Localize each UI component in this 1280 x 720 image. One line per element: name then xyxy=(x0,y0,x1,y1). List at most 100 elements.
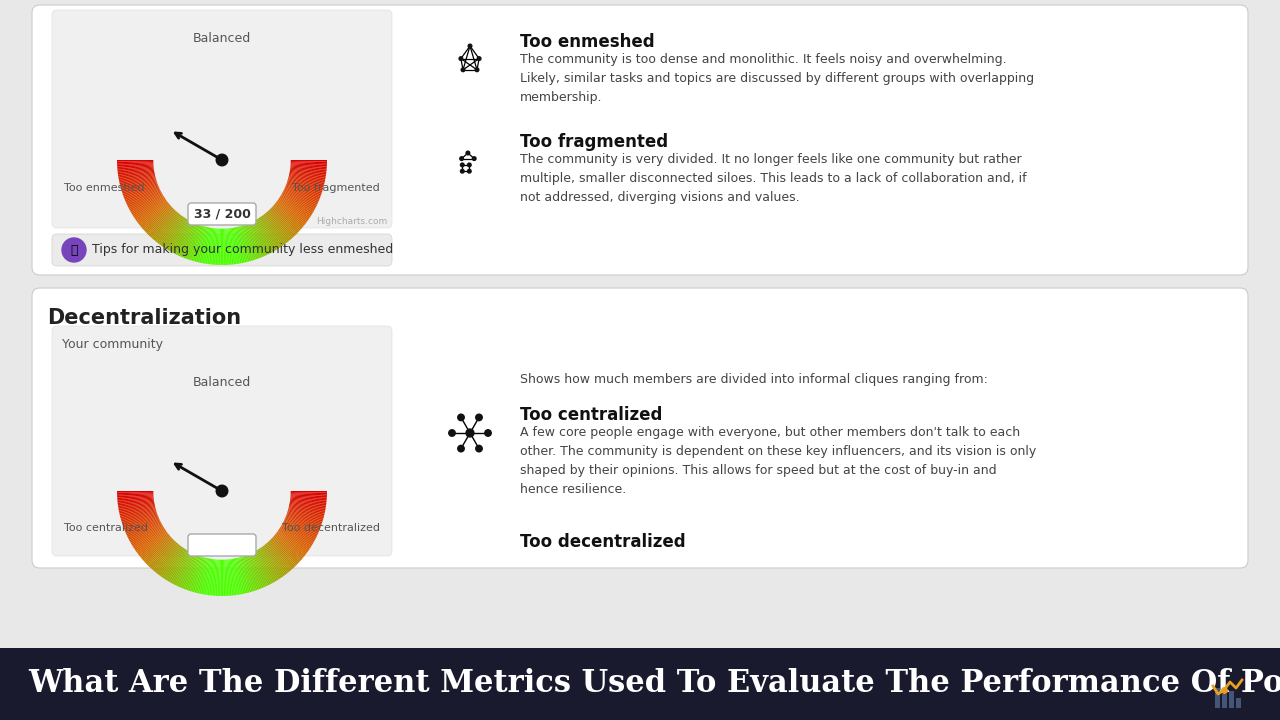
Wedge shape xyxy=(160,215,183,246)
Wedge shape xyxy=(128,190,161,207)
Wedge shape xyxy=(155,212,179,242)
Wedge shape xyxy=(246,223,261,258)
Wedge shape xyxy=(120,177,156,188)
Wedge shape xyxy=(260,215,283,247)
Wedge shape xyxy=(289,166,326,170)
FancyBboxPatch shape xyxy=(188,203,256,225)
Wedge shape xyxy=(168,549,187,581)
Wedge shape xyxy=(150,541,177,569)
Wedge shape xyxy=(265,212,289,242)
Wedge shape xyxy=(278,529,308,552)
Wedge shape xyxy=(116,494,154,498)
Wedge shape xyxy=(244,555,257,590)
Wedge shape xyxy=(191,556,204,592)
Wedge shape xyxy=(289,168,326,173)
Wedge shape xyxy=(148,540,175,567)
Wedge shape xyxy=(288,175,324,184)
Wedge shape xyxy=(221,559,224,596)
Wedge shape xyxy=(219,228,221,265)
Wedge shape xyxy=(289,171,325,178)
Wedge shape xyxy=(282,523,315,541)
Wedge shape xyxy=(127,189,161,206)
Wedge shape xyxy=(274,534,303,558)
Wedge shape xyxy=(237,226,247,263)
Wedge shape xyxy=(154,543,179,572)
Wedge shape xyxy=(150,210,177,238)
Wedge shape xyxy=(118,168,155,175)
Circle shape xyxy=(216,485,228,497)
Wedge shape xyxy=(123,182,157,196)
Wedge shape xyxy=(124,184,159,199)
Wedge shape xyxy=(191,225,204,261)
Wedge shape xyxy=(269,539,296,567)
Wedge shape xyxy=(134,197,165,219)
Text: A few core people engage with everyone, but other members don't talk to each
oth: A few core people engage with everyone, … xyxy=(520,426,1037,496)
Wedge shape xyxy=(289,171,325,180)
Wedge shape xyxy=(193,225,204,261)
Wedge shape xyxy=(140,533,169,557)
Wedge shape xyxy=(119,505,156,514)
Wedge shape xyxy=(285,183,321,197)
Wedge shape xyxy=(268,541,294,569)
Wedge shape xyxy=(157,545,182,575)
Circle shape xyxy=(61,238,86,262)
Wedge shape xyxy=(274,203,303,228)
Bar xyxy=(1236,698,1242,708)
Wedge shape xyxy=(268,210,294,238)
Wedge shape xyxy=(129,523,163,541)
Wedge shape xyxy=(195,225,205,261)
FancyBboxPatch shape xyxy=(52,326,392,556)
Wedge shape xyxy=(251,221,269,255)
Circle shape xyxy=(476,446,483,452)
Wedge shape xyxy=(188,225,201,260)
Text: The community is too dense and monolithic. It feels noisy and overwhelming.
Like: The community is too dense and monolithi… xyxy=(520,53,1034,104)
Wedge shape xyxy=(275,532,306,555)
Wedge shape xyxy=(280,526,312,546)
Wedge shape xyxy=(197,226,207,263)
Wedge shape xyxy=(273,536,301,562)
Wedge shape xyxy=(275,201,306,225)
Wedge shape xyxy=(223,559,225,596)
Wedge shape xyxy=(289,494,326,498)
Wedge shape xyxy=(228,228,232,265)
Wedge shape xyxy=(244,554,259,590)
Wedge shape xyxy=(230,228,237,264)
Wedge shape xyxy=(151,541,177,570)
Wedge shape xyxy=(236,557,244,594)
Wedge shape xyxy=(120,176,156,186)
Wedge shape xyxy=(184,224,198,258)
Wedge shape xyxy=(238,226,248,262)
Wedge shape xyxy=(227,559,230,595)
Wedge shape xyxy=(289,495,326,499)
Text: Too fragmented: Too fragmented xyxy=(292,183,380,193)
Wedge shape xyxy=(118,495,154,499)
Wedge shape xyxy=(289,498,326,503)
Wedge shape xyxy=(279,526,311,547)
Wedge shape xyxy=(273,204,302,230)
Wedge shape xyxy=(288,508,324,518)
Wedge shape xyxy=(243,555,256,591)
Wedge shape xyxy=(279,197,311,217)
Wedge shape xyxy=(131,194,164,213)
Wedge shape xyxy=(179,553,195,588)
Text: 💡: 💡 xyxy=(70,243,78,256)
Circle shape xyxy=(461,169,465,173)
Wedge shape xyxy=(232,558,238,595)
Wedge shape xyxy=(204,558,211,595)
Wedge shape xyxy=(164,548,186,580)
Wedge shape xyxy=(210,228,215,264)
Wedge shape xyxy=(282,193,314,212)
Wedge shape xyxy=(209,228,215,264)
Wedge shape xyxy=(200,557,209,594)
Circle shape xyxy=(468,44,472,48)
Text: Too decentralized: Too decentralized xyxy=(520,533,686,551)
Wedge shape xyxy=(200,226,209,263)
Wedge shape xyxy=(287,181,321,194)
Wedge shape xyxy=(259,217,279,248)
Wedge shape xyxy=(116,161,154,163)
Wedge shape xyxy=(264,544,288,574)
Wedge shape xyxy=(273,535,302,560)
Text: Tips for making your community less enmeshed: Tips for making your community less enme… xyxy=(92,243,393,256)
Wedge shape xyxy=(289,500,326,508)
Wedge shape xyxy=(174,552,192,585)
